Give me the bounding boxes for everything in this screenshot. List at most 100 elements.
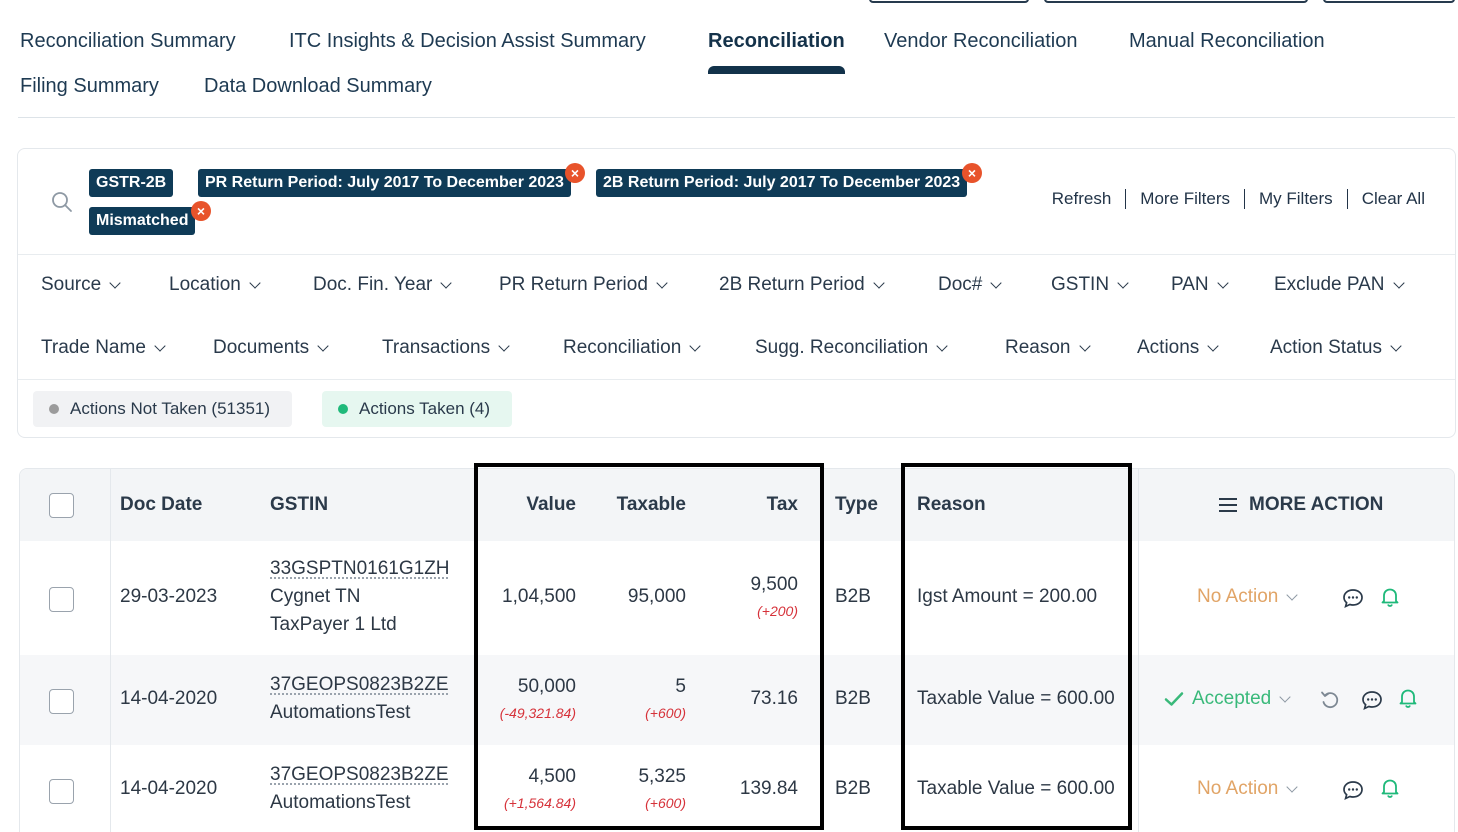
- chevron-down-icon: [1079, 340, 1090, 351]
- comment-icon[interactable]: [1361, 689, 1383, 711]
- dropdown-gstin[interactable]: GSTIN: [1051, 274, 1127, 296]
- more-action-label: MORE ACTION: [1249, 469, 1383, 541]
- row-checkbox[interactable]: [49, 587, 74, 612]
- top-button-2[interactable]: [1044, 0, 1308, 3]
- refresh-link[interactable]: Refresh: [1052, 189, 1112, 209]
- taxable-cell: 5,325: [586, 766, 686, 788]
- select-all-checkbox[interactable]: [49, 493, 74, 518]
- actions-taken-pill[interactable]: Actions Taken (4): [322, 391, 512, 427]
- filter-chip-pr-return-period[interactable]: PR Return Period: July 2017 To December …: [198, 169, 571, 197]
- tab-vendor-reconciliation[interactable]: Vendor Reconciliation: [884, 24, 1077, 58]
- dropdown-label: Exclude PAN: [1274, 274, 1385, 296]
- undo-icon[interactable]: [1319, 689, 1341, 711]
- filter-chip-gstr2b[interactable]: GSTR-2B: [89, 169, 173, 197]
- tab-itc-insights[interactable]: ITC Insights & Decision Assist Summary: [289, 24, 646, 58]
- gstin-value[interactable]: 33GSPTN0161G1ZH: [270, 558, 450, 580]
- clear-all-link[interactable]: Clear All: [1362, 189, 1425, 209]
- dropdown-label: Action Status: [1270, 337, 1382, 359]
- dropdown-label: Doc. Fin. Year: [313, 274, 432, 296]
- header-doc-date[interactable]: Doc Date: [120, 469, 202, 541]
- header-gstin[interactable]: GSTIN: [270, 469, 328, 541]
- reason-cell: Igst Amount = 200.00: [917, 586, 1097, 608]
- my-filters-link[interactable]: My Filters: [1259, 189, 1333, 209]
- bell-icon[interactable]: [1379, 586, 1401, 608]
- link-separator: [1125, 189, 1126, 209]
- dropdown-exclude-pan[interactable]: Exclude PAN: [1274, 274, 1403, 296]
- dropdown-pan[interactable]: PAN: [1171, 274, 1227, 296]
- reason-cell: Taxable Value = 600.00: [917, 688, 1115, 710]
- header-value[interactable]: Value: [476, 469, 576, 541]
- top-button-3[interactable]: [1323, 0, 1455, 3]
- action-dropdown[interactable]: No Action: [1197, 586, 1296, 608]
- table-header: Doc Date GSTIN Value Taxable Tax Type Re…: [20, 469, 1454, 541]
- tab-reconciliation-summary[interactable]: Reconciliation Summary: [20, 24, 236, 58]
- dropdown-doc-fin-year[interactable]: Doc. Fin. Year: [313, 274, 450, 296]
- doc-date: 14-04-2020: [120, 778, 217, 800]
- dropdown-reconciliation[interactable]: Reconciliation: [563, 337, 699, 359]
- dropdown-reason[interactable]: Reason: [1005, 337, 1089, 359]
- gstin-value[interactable]: 37GEOPS0823B2ZE: [270, 764, 449, 786]
- dropdown-documents[interactable]: Documents: [213, 337, 327, 359]
- dropdown-pr-return-period[interactable]: PR Return Period: [499, 274, 666, 296]
- dropdown-transactions[interactable]: Transactions: [382, 337, 508, 359]
- chevron-down-icon: [656, 277, 667, 288]
- actions-not-taken-label: Actions Not Taken (51351): [70, 399, 270, 419]
- dropdown-actions[interactable]: Actions: [1137, 337, 1217, 359]
- tab-reconciliation[interactable]: Reconciliation: [708, 24, 845, 58]
- actions-not-taken-pill[interactable]: Actions Not Taken (51351): [33, 391, 292, 427]
- tab-manual-reconciliation[interactable]: Manual Reconciliation: [1129, 24, 1325, 58]
- row-checkbox[interactable]: [49, 689, 74, 714]
- dropdown-location[interactable]: Location: [169, 274, 259, 296]
- bell-icon[interactable]: [1397, 687, 1419, 709]
- header-taxable[interactable]: Taxable: [586, 469, 686, 541]
- reconciliation-table: Doc Date GSTIN Value Taxable Tax Type Re…: [19, 468, 1455, 832]
- more-filters-link[interactable]: More Filters: [1140, 189, 1230, 209]
- remove-pr-period-icon[interactable]: ×: [565, 163, 585, 183]
- remove-mismatched-icon[interactable]: ×: [191, 201, 211, 221]
- chevron-down-icon: [690, 340, 701, 351]
- chevron-down-icon: [1287, 781, 1298, 792]
- header-reason[interactable]: Reason: [917, 469, 986, 541]
- action-dropdown[interactable]: Accepted: [1164, 688, 1289, 710]
- filter-panel: GSTR-2B PR Return Period: July 2017 To D…: [17, 148, 1456, 438]
- action-dropdown[interactable]: No Action: [1197, 778, 1296, 800]
- taxable-cell: 95,000: [586, 586, 686, 608]
- header-more-action[interactable]: MORE ACTION: [1219, 469, 1383, 541]
- chevron-down-icon: [1217, 277, 1228, 288]
- chevron-down-icon: [441, 277, 452, 288]
- dropdown-doc-number[interactable]: Doc#: [938, 274, 1000, 296]
- top-button-1[interactable]: [869, 0, 1029, 3]
- dropdown-action-status[interactable]: Action Status: [1270, 337, 1400, 359]
- search-icon[interactable]: [51, 191, 73, 213]
- chevron-down-icon: [1280, 691, 1291, 702]
- filter-chip-mismatched[interactable]: Mismatched: [89, 207, 195, 235]
- dropdown-trade-name[interactable]: Trade Name: [41, 337, 164, 359]
- bell-icon[interactable]: [1379, 777, 1401, 799]
- dropdown-label: PAN: [1171, 274, 1209, 296]
- tab-filing-summary[interactable]: Filing Summary: [20, 69, 159, 103]
- panel-divider: [18, 254, 1455, 255]
- chevron-down-icon: [1208, 340, 1219, 351]
- taxable-diff: (+600): [586, 705, 686, 721]
- comment-icon[interactable]: [1342, 779, 1364, 801]
- value-diff: (+1,564.84): [456, 795, 576, 811]
- chevron-down-icon: [154, 340, 165, 351]
- value-cell: 50,000: [476, 676, 576, 698]
- gstin-value[interactable]: 37GEOPS0823B2ZE: [270, 674, 449, 696]
- value-diff: (-49,321.84): [456, 705, 576, 721]
- action-label: No Action: [1197, 778, 1278, 800]
- value-cell: 1,04,500: [476, 586, 576, 608]
- tab-data-download-summary[interactable]: Data Download Summary: [204, 69, 432, 103]
- taxable-cell: 5: [586, 676, 686, 698]
- dropdown-label: 2B Return Period: [719, 274, 865, 296]
- filter-chip-2b-return-period[interactable]: 2B Return Period: July 2017 To December …: [596, 169, 967, 197]
- dropdown-source[interactable]: Source: [41, 274, 119, 296]
- dropdown-sugg-reconciliation[interactable]: Sugg. Reconciliation: [755, 337, 946, 359]
- row-checkbox[interactable]: [49, 779, 74, 804]
- dropdown-2b-return-period[interactable]: 2B Return Period: [719, 274, 883, 296]
- header-type[interactable]: Type: [835, 469, 878, 541]
- tabs-divider: [18, 117, 1455, 118]
- remove-2b-period-icon[interactable]: ×: [962, 163, 982, 183]
- comment-icon[interactable]: [1342, 587, 1364, 609]
- header-tax[interactable]: Tax: [698, 469, 798, 541]
